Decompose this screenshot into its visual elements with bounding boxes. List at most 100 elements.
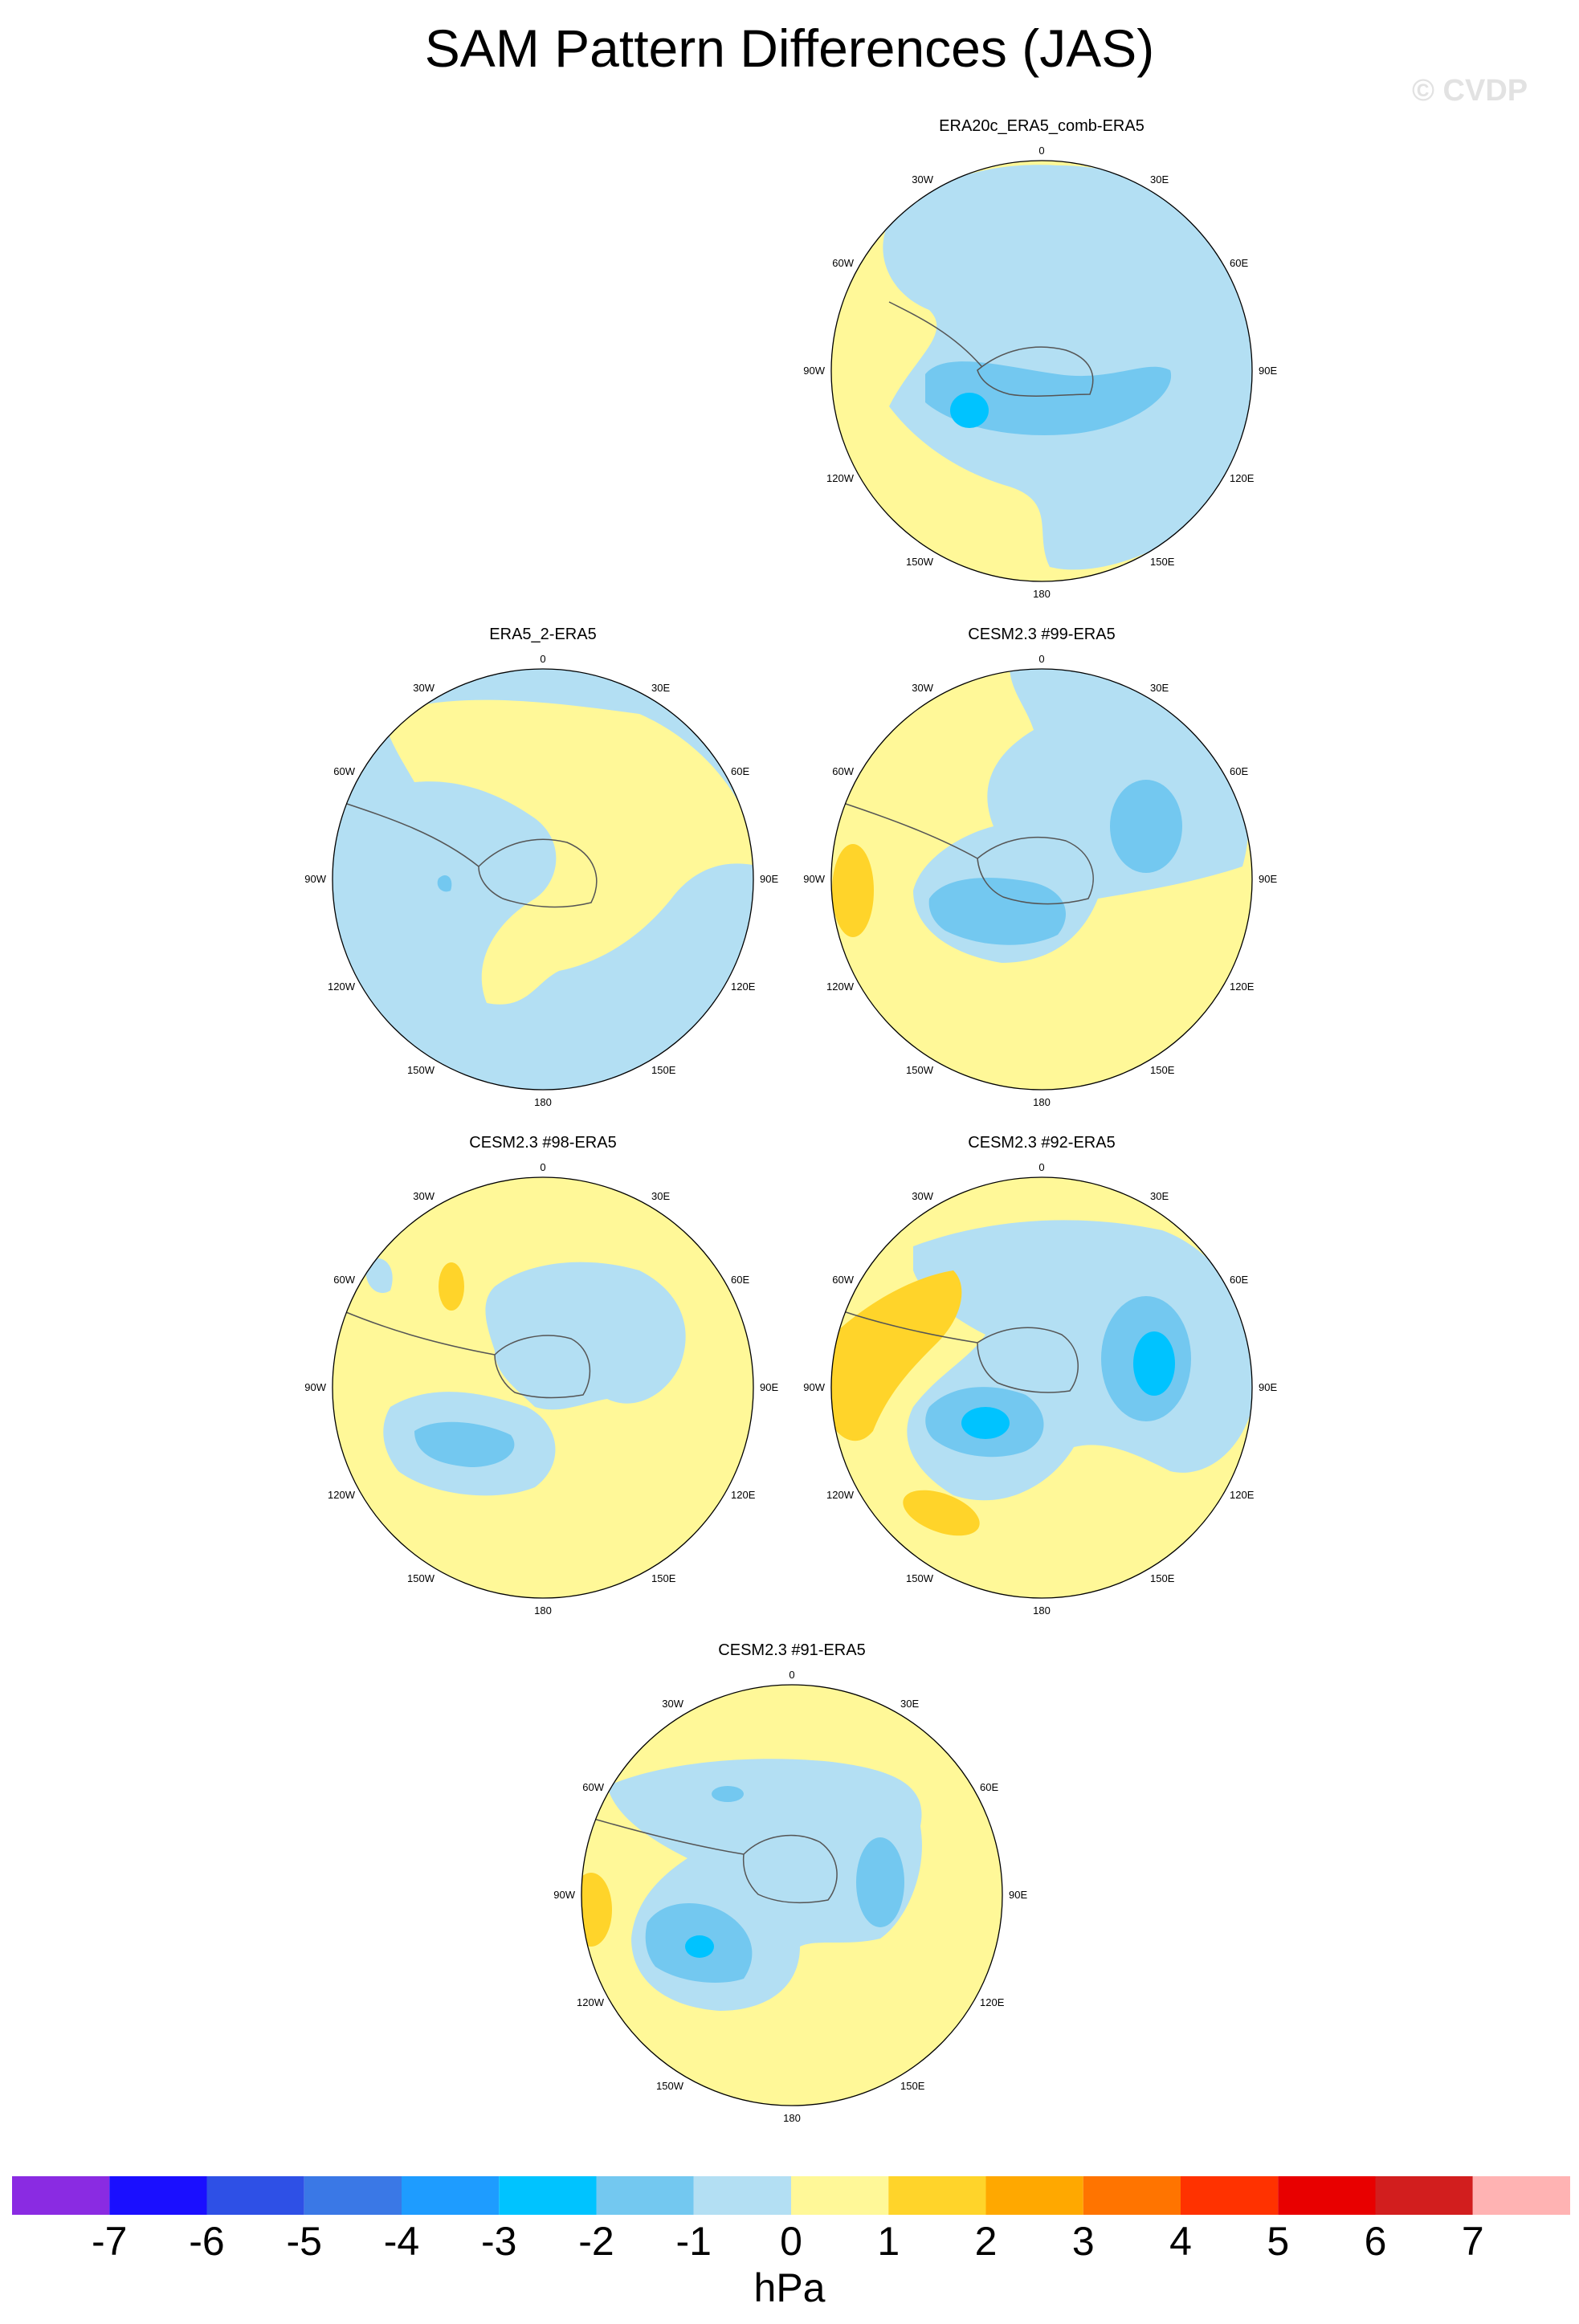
colorbar-tick-label: 2 [974,2219,998,2264]
colorbar-swatch [1181,2176,1279,2215]
coastline [341,801,598,908]
colorbar-tick-label: 7 [1461,2219,1484,2264]
longitude-label: 150W [656,2080,684,2092]
units-label: hPa [753,2265,826,2310]
colorbar-swatch [693,2176,791,2215]
longitude-label: 60E [731,765,749,777]
longitude-label: 120E [1230,472,1255,484]
polar-map: 0 30E 60E 90E 120E 150E 180 150W 120W 90… [803,1161,1277,1617]
longitude-label: 60E [1230,257,1248,269]
figure-title: SAM Pattern Differences (JAS) [424,18,1155,78]
colorbar-tick-label: -4 [383,2219,420,2264]
longitude-label: 150W [407,1572,435,1584]
longitude-label: 60E [731,1274,749,1286]
map-panel: CESM2.3 #91-ERA5 0 30E 60E 90E 120E 150E… [543,1641,1041,2139]
longitude-label: 150W [906,1572,934,1584]
colorbar-tick-label: 0 [780,2219,802,2264]
colorbar-tick-label: 5 [1267,2219,1290,2264]
longitude-label: 90W [304,1381,326,1393]
colorbar-tick-label: -2 [578,2219,614,2264]
longitude-label: 0 [1038,1161,1044,1173]
negative-anomaly-region [856,1837,904,1927]
longitude-label: 150E [1150,1572,1175,1584]
coastline [590,1817,838,1904]
longitude-label: 60W [832,1274,854,1286]
longitude-label: 180 [783,2112,801,2124]
longitude-label: 180 [1033,588,1051,600]
longitude-label: 60E [1230,765,1248,777]
longitude-label: 60W [832,765,854,777]
panel-title: ERA5_2-ERA5 [489,626,597,643]
colorbar-swatch [304,2176,402,2215]
colorbar-tick-label: 1 [877,2219,900,2264]
coastline [888,301,1094,397]
longitude-label: 90W [304,873,326,885]
map-panel: CESM2.3 #99-ERA5 0 30E 60E 90E 120E 150E… [793,626,1291,1123]
colorbar-swatch [985,2176,1083,2215]
map-boundary [332,668,754,1091]
longitude-label: 60W [333,1274,355,1286]
longitude-label: 30W [912,173,933,186]
longitude-label: 120W [826,1489,855,1501]
colorbar-tick-label: 6 [1364,2219,1387,2264]
colorbar-swatch [791,2176,889,2215]
longitude-label: 90W [803,365,825,377]
negative-anomaly-region [883,165,1252,570]
longitude-label: 150E [1150,556,1175,568]
longitude-label: 120E [731,981,756,993]
positive-anomaly-region [439,1262,464,1311]
panel-title: CESM2.3 #91-ERA5 [718,1641,866,1659]
coastline [840,1310,1079,1393]
map-boundary [830,160,1253,582]
panel-title: ERA20c_ERA5_comb-ERA5 [939,117,1144,135]
longitude-label: 30W [912,1190,933,1202]
polar-map: 0 30E 60E 90E 120E 150E 180 150W 120W 90… [304,653,778,1108]
longitude-label: 0 [789,1669,794,1681]
negative-anomaly-region [365,1258,393,1294]
longitude-label: 30W [912,682,933,694]
longitude-label: 180 [534,1096,552,1108]
colorbar-swatch [596,2176,694,2215]
longitude-label: 30E [651,682,670,694]
negative-anomaly-region [1110,780,1182,873]
positive-anomaly-region [831,1270,962,1441]
longitude-label: 30E [1150,682,1169,694]
polar-map: 0 30E 60E 90E 120E 150E 180 150W 120W 90… [553,1669,1027,2124]
longitude-label: 90E [760,1381,778,1393]
longitude-label: 120E [980,1996,1005,2008]
colorbar-tick-label: -6 [189,2219,225,2264]
longitude-label: 150E [651,1064,676,1076]
polar-map: 0 30E 60E 90E 120E 150E 180 150W 120W 90… [304,1161,778,1617]
colorbar-tick-label: 3 [1071,2219,1095,2264]
longitude-label: 0 [540,653,545,665]
longitude-label: 60W [582,1781,604,1793]
longitude-label: 0 [1038,145,1044,157]
colorbar-swatch [12,2176,110,2215]
longitude-label: 30W [413,682,435,694]
longitude-label: 90E [1259,1381,1277,1393]
longitude-label: 120W [328,981,356,993]
longitude-label: 120W [328,1489,356,1501]
longitude-label: 120E [731,1489,756,1501]
longitude-label: 30E [651,1190,670,1202]
colorbar [12,2176,1570,2215]
longitude-label: 180 [1033,1096,1051,1108]
positive-anomaly-region [903,1490,980,1536]
coastline [341,1310,591,1399]
longitude-label: 90W [553,1889,575,1901]
longitude-label: 120W [826,981,855,993]
longitude-label: 150E [651,1572,676,1584]
coastline [840,801,1094,905]
longitude-label: 150E [1150,1064,1175,1076]
longitude-label: 30E [1150,1190,1169,1202]
polar-map: 0 30E 60E 90E 120E 150E 180 150W 120W 90… [803,653,1277,1108]
colorbar-swatch [1375,2176,1473,2215]
map-boundary [830,668,1253,1091]
map-panel: CESM2.3 #98-ERA5 0 30E 60E 90E 120E 150E… [294,1134,792,1632]
longitude-label: 0 [1038,653,1044,665]
colorbar-tick-label: -7 [92,2219,128,2264]
map-boundary [581,1684,1003,2106]
longitude-label: 180 [534,1604,552,1617]
negative-anomaly-core [961,1407,1010,1439]
map-panel: CESM2.3 #92-ERA5 0 30E 60E 90E 120E 150E… [793,1134,1291,1632]
